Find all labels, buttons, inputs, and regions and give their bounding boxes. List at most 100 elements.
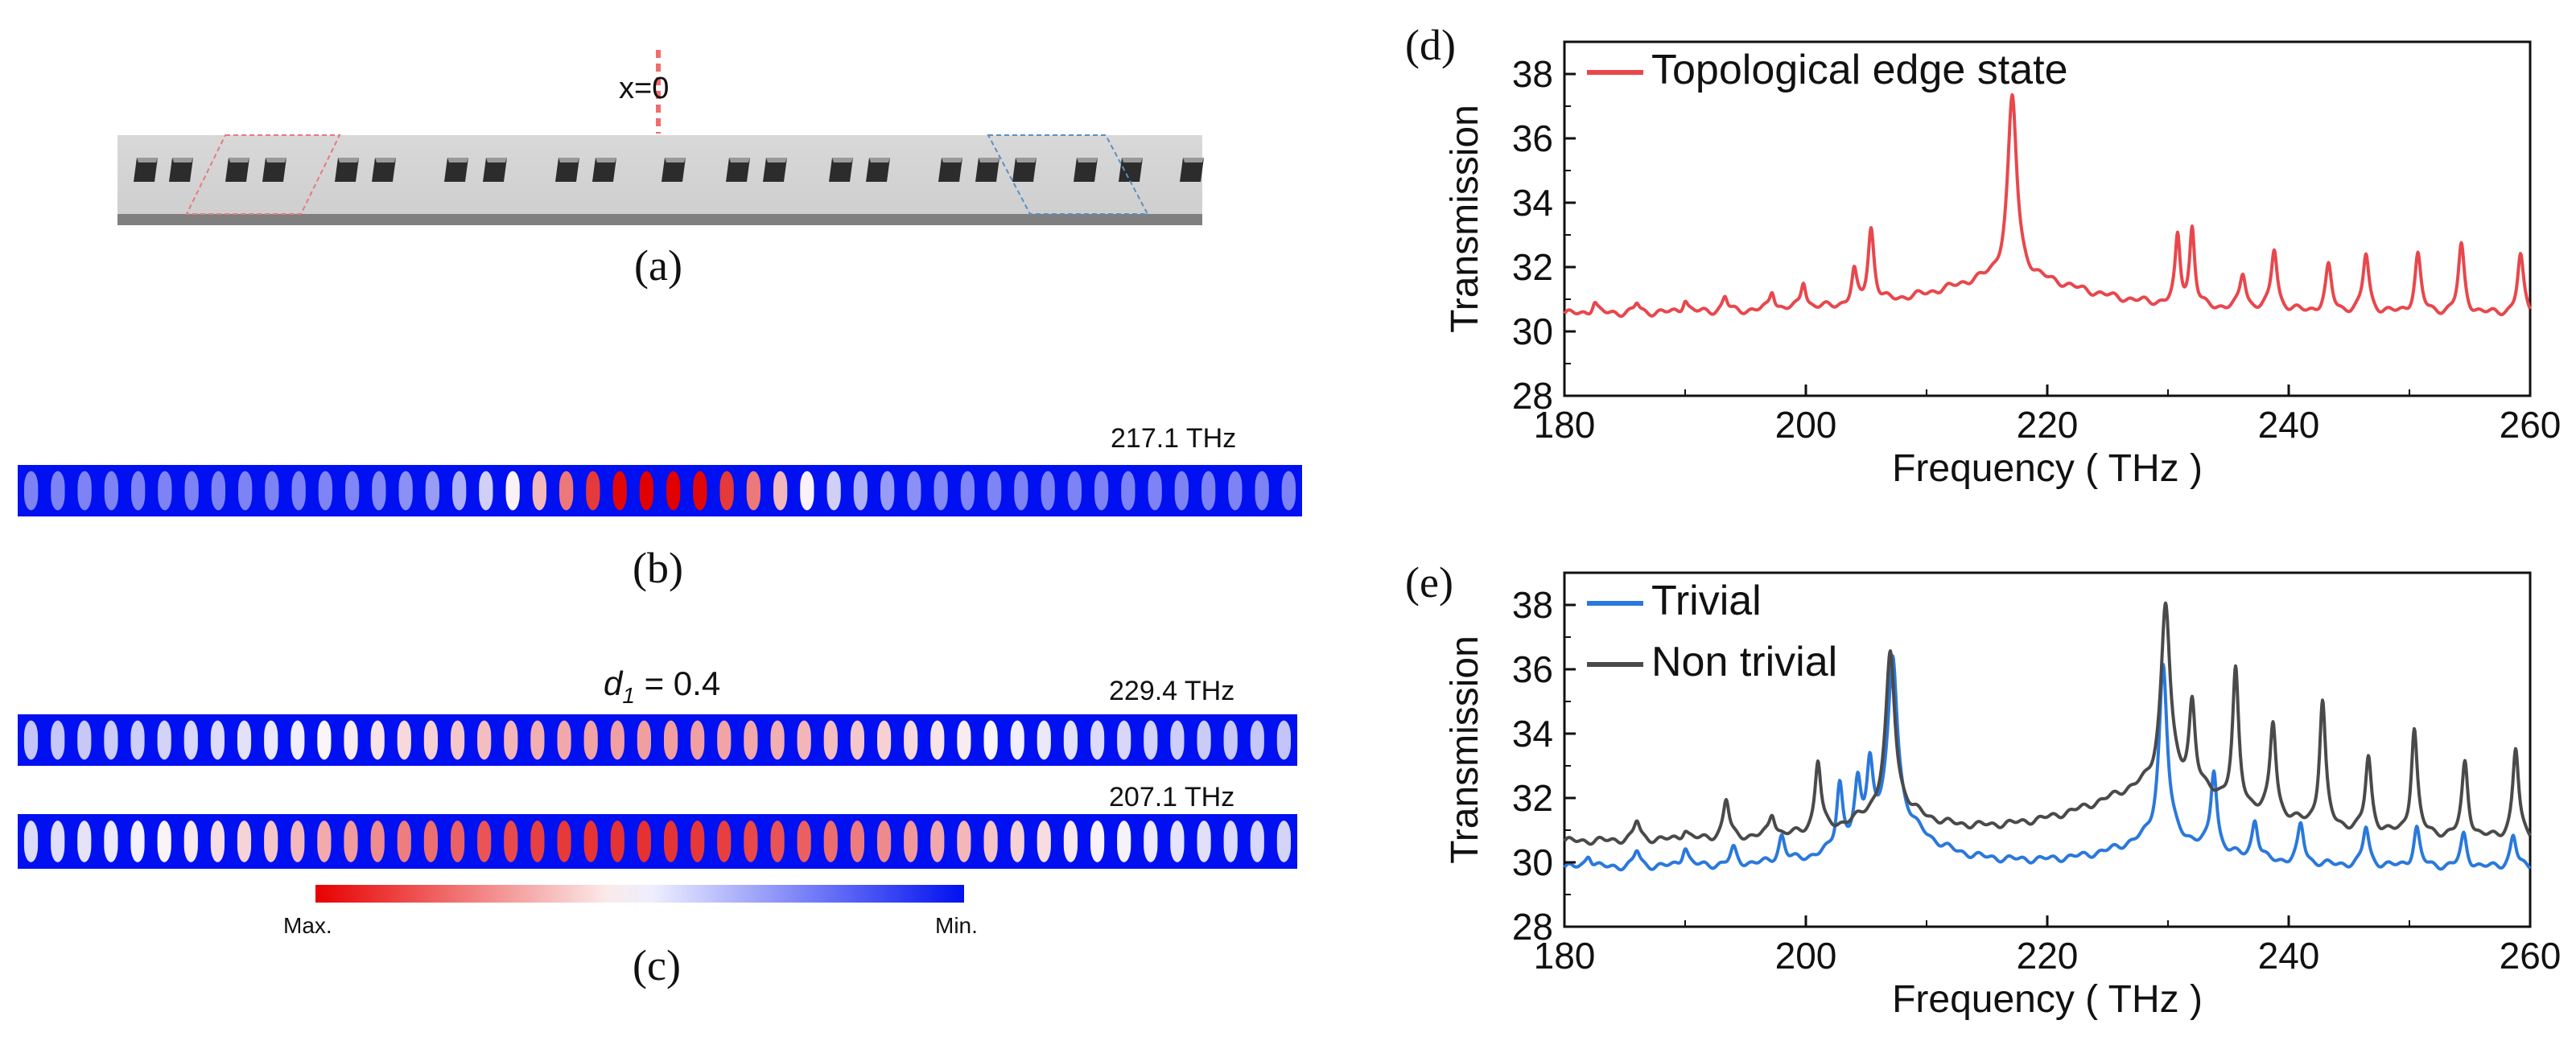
field-map-c-upper	[23, 720, 1291, 760]
field-lobe	[1063, 720, 1078, 760]
legend-label: Trivial	[1651, 578, 1762, 624]
field-lobe	[1090, 720, 1105, 760]
field-lobe	[318, 471, 332, 511]
field-lobe	[264, 720, 278, 760]
colorbar-max-label: Max.	[283, 913, 332, 938]
field-lobe	[690, 720, 705, 760]
y-tick-label: 30	[1512, 841, 1553, 883]
air-hole-edge	[447, 158, 468, 162]
field-lobe	[317, 720, 332, 760]
colorbar	[315, 885, 964, 903]
field-lobe	[265, 471, 279, 511]
air-hole	[483, 158, 507, 182]
field-lobe	[504, 821, 518, 862]
panel-c-upper-frequency-label: 229.4 THz	[1109, 676, 1234, 706]
air-hole	[1180, 158, 1204, 182]
field-lobe	[1063, 821, 1078, 862]
field-lobe	[130, 821, 145, 862]
y-tick-label: 36	[1512, 648, 1553, 690]
field-lobe	[983, 821, 998, 862]
air-hole-edge	[229, 158, 249, 162]
plot-frame	[1563, 571, 2532, 928]
field-lobe	[773, 471, 788, 511]
air-hole	[262, 158, 286, 182]
field-lobe	[1010, 821, 1024, 862]
field-lobe	[104, 471, 118, 511]
panel-e-label: (e)	[1405, 558, 1453, 607]
field-lobe	[797, 821, 811, 862]
field-lobe	[1223, 821, 1238, 862]
field-lobe	[184, 471, 199, 511]
field-map-b-background	[18, 465, 1302, 516]
air-hole	[662, 158, 686, 182]
field-lobe	[1197, 720, 1211, 760]
d1-parameter-label: d1 = 0.4	[604, 664, 720, 708]
field-lobe	[823, 720, 838, 760]
y-tick-label: 34	[1512, 182, 1553, 224]
air-hole	[555, 158, 579, 182]
legend-label: Non trivial	[1651, 639, 1837, 685]
field-lobe	[826, 471, 841, 511]
panel-c: d1 = 0.4 229.4 THz 207.1 THz Max. Min. (…	[18, 664, 1297, 989]
field-lobe	[530, 720, 545, 760]
field-lobe	[930, 821, 945, 862]
field-lobe	[1037, 821, 1051, 862]
field-lobe	[1010, 720, 1024, 760]
x-tick-label: 240	[2258, 404, 2320, 446]
field-map-c-lower	[23, 821, 1291, 862]
air-hole	[866, 158, 890, 182]
field-lobe	[904, 821, 918, 862]
field-lobe	[397, 821, 411, 862]
field-lobe	[797, 720, 811, 760]
field-lobe	[850, 821, 864, 862]
air-hole-edge	[558, 158, 579, 162]
field-lobe	[880, 471, 895, 511]
air-hole	[169, 158, 193, 182]
field-lobe	[583, 720, 598, 760]
field-lobe	[957, 821, 971, 862]
field-lobe	[1255, 471, 1269, 511]
field-lobe	[1144, 821, 1158, 862]
y-tick-label: 32	[1512, 246, 1553, 288]
chart-d: (d) 180 200 220 240 260 28 30 32 34 36 38 Frequency…	[1405, 21, 2561, 490]
air-hole-edge	[1122, 158, 1143, 162]
field-lobe	[957, 720, 971, 760]
field-lobe	[823, 821, 838, 862]
field-lobe	[719, 471, 734, 511]
field-lobe	[610, 821, 624, 862]
field-lobe	[1250, 720, 1264, 760]
panel-c-label: (c)	[633, 941, 681, 989]
air-hole	[726, 158, 750, 182]
air-hole-edge	[375, 158, 396, 162]
field-lobe	[183, 821, 198, 862]
field-lobe	[479, 471, 493, 511]
field-lobe	[1094, 471, 1109, 511]
air-hole-edge	[266, 158, 286, 162]
colorbar-min-label: Min.	[935, 913, 978, 938]
air-hole-edge	[486, 158, 507, 162]
field-map-c-lower-background	[18, 814, 1297, 869]
field-lobe	[1148, 471, 1162, 511]
field-lobe	[637, 720, 651, 760]
air-hole-edge	[596, 158, 616, 162]
y-tick-label: 38	[1512, 584, 1553, 626]
x-tick-label: 260	[2500, 935, 2562, 977]
field-lobe	[770, 821, 785, 862]
panel-b: 217.1 THz (b)	[18, 423, 1302, 592]
field-lobe	[666, 471, 681, 511]
field-lobe	[237, 821, 252, 862]
field-lobe	[504, 720, 518, 760]
field-lobe	[344, 821, 358, 862]
air-hole	[938, 158, 962, 182]
field-lobe	[183, 720, 198, 760]
air-hole	[592, 158, 616, 182]
field-lobe	[557, 720, 571, 760]
field-lobe	[237, 720, 252, 760]
field-lobe	[1170, 821, 1185, 862]
air-hole-edge	[1016, 158, 1037, 162]
air-hole-edge	[766, 158, 787, 162]
y-axis-title: Transmission	[1444, 105, 1486, 333]
y-axis-title: Transmission	[1444, 636, 1486, 864]
field-lobe	[744, 821, 758, 862]
field-lobe	[291, 720, 305, 760]
